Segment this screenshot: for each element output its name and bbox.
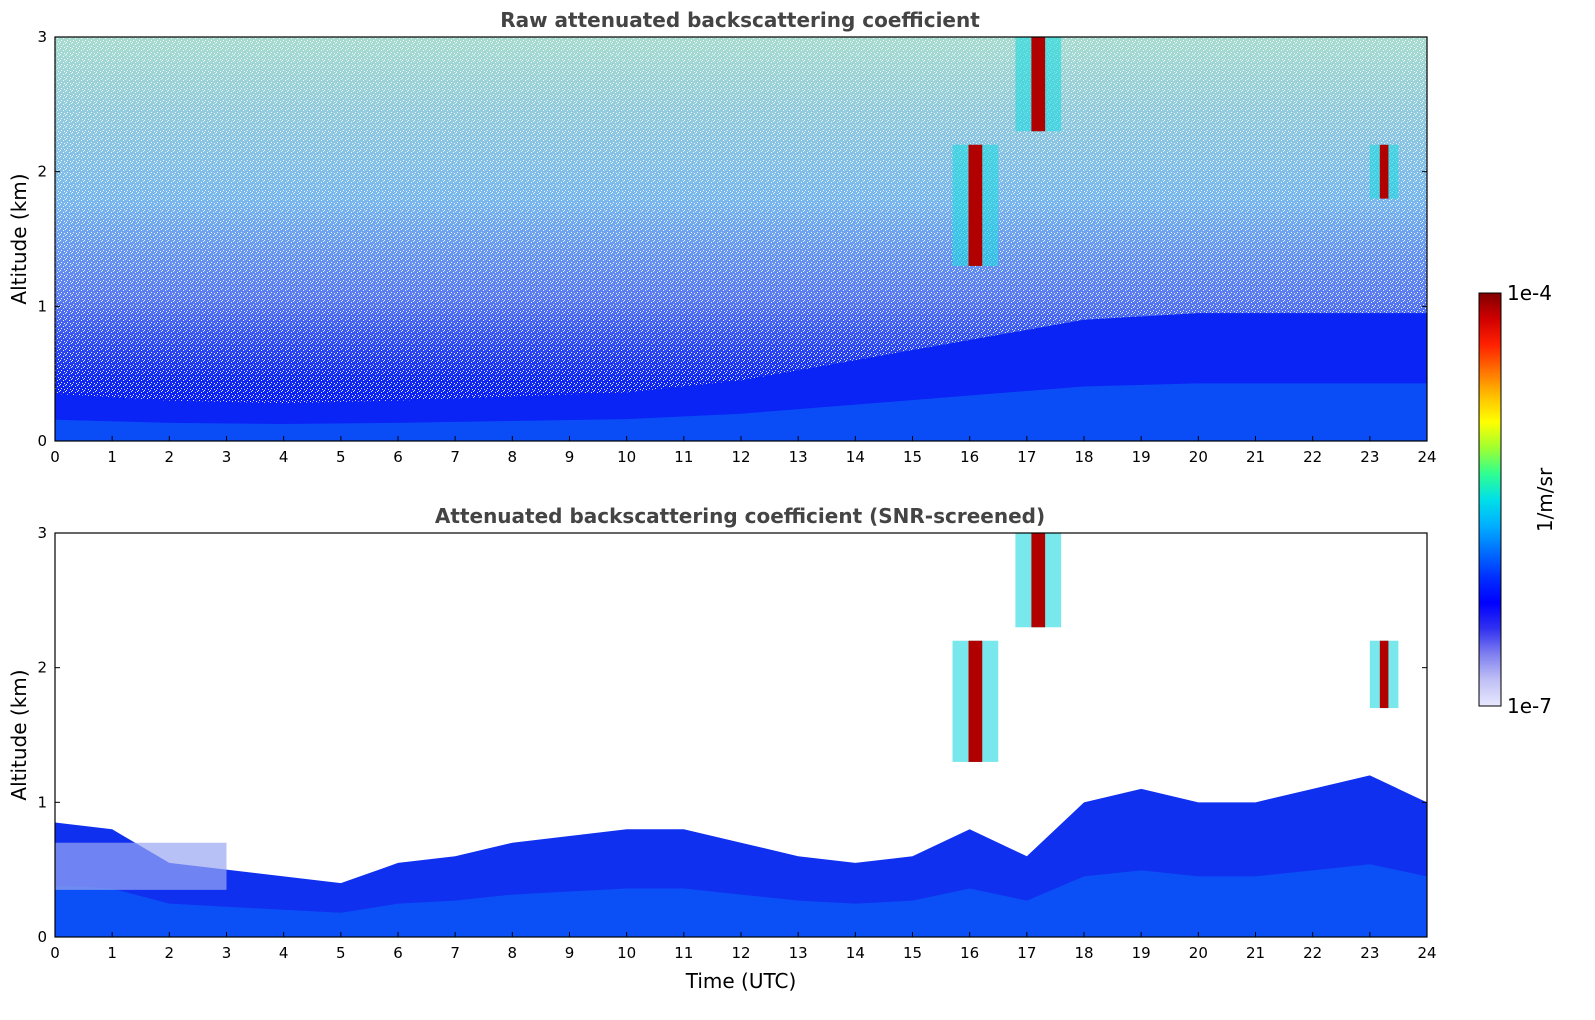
x-tick-label: 11 <box>674 448 693 466</box>
heatmap-screened <box>55 533 1427 937</box>
x-tick-label: 10 <box>617 944 636 962</box>
colorbar: 1e-4 1e-7 1/m/sr <box>1478 281 1557 718</box>
x-tick-label: 9 <box>565 944 575 962</box>
x-tick-label: 2 <box>165 944 175 962</box>
x-tick-label: 12 <box>731 448 750 466</box>
x-tick-label: 8 <box>508 448 518 466</box>
x-tick-label: 22 <box>1303 448 1322 466</box>
x-tick-label: 19 <box>1132 448 1151 466</box>
x-tick-label: 3 <box>222 448 232 466</box>
x-tick-label: 4 <box>279 944 289 962</box>
x-tick-label: 5 <box>336 944 346 962</box>
colorbar-min-label: 1e-7 <box>1507 694 1552 718</box>
x-tick-label: 20 <box>1189 448 1208 466</box>
x-tick-label: 18 <box>1074 448 1093 466</box>
x-tick-label: 13 <box>789 944 808 962</box>
panel-raw: Raw attenuated backscattering coefficien… <box>7 8 1437 466</box>
y-tick-label: 2 <box>37 163 47 181</box>
y-tick-label: 0 <box>37 432 47 450</box>
colorbar-unit-label: 1/m/sr <box>1533 467 1557 532</box>
x-tick-label: 20 <box>1189 944 1208 962</box>
x-tick-label: 12 <box>731 944 750 962</box>
y-tick-label: 3 <box>37 28 47 46</box>
cloud-core-2 <box>1379 640 1389 709</box>
near-surface-layer <box>55 864 1427 937</box>
y-tick-label: 3 <box>37 524 47 542</box>
x-tick-label: 0 <box>50 944 60 962</box>
heatmap-raw <box>55 37 1427 441</box>
cloud-core-2 <box>1379 144 1389 199</box>
x-tick-label: 17 <box>1017 944 1036 962</box>
x-tick-label: 22 <box>1303 944 1322 962</box>
y-axis-label-screened: Altitude (km) <box>7 669 31 800</box>
x-tick-label: 1 <box>107 448 117 466</box>
x-tick-label: 2 <box>165 448 175 466</box>
x-tick-label: 17 <box>1017 448 1036 466</box>
y-tick-label: 2 <box>37 659 47 677</box>
cloud-core-1 <box>1031 533 1046 628</box>
near-surface-layer <box>55 383 1427 441</box>
x-tick-label: 16 <box>960 448 979 466</box>
x-tick-label: 10 <box>617 448 636 466</box>
cloud-core-0 <box>968 640 983 762</box>
x-tick-label: 21 <box>1246 448 1265 466</box>
y-tick-label: 1 <box>37 793 47 811</box>
x-tick-label: 15 <box>903 944 922 962</box>
x-tick-label: 1 <box>107 944 117 962</box>
x-tick-label: 6 <box>393 448 403 466</box>
panel-title-raw: Raw attenuated backscattering coefficien… <box>500 8 980 32</box>
x-axis-label: Time (UTC) <box>685 969 797 993</box>
x-tick-label: 24 <box>1417 448 1436 466</box>
x-ticks-raw: 0 1 2 3 4 5 6 7 8 9 10 11 12 13 14 15 16 17 18 19 20 21 22 23 24 <box>50 436 1437 466</box>
x-tick-label: 9 <box>565 448 575 466</box>
x-tick-label: 3 <box>222 944 232 962</box>
colorbar-gradient <box>1478 292 1502 707</box>
colorbar-max-label: 1e-4 <box>1507 281 1552 305</box>
x-ticks-screened: 0 1 2 3 4 5 6 7 8 9 10 11 12 13 14 15 16 17 18 19 20 21 22 23 24 <box>50 932 1437 962</box>
x-tick-label: 23 <box>1360 448 1379 466</box>
x-tick-label: 4 <box>279 448 289 466</box>
x-tick-label: 13 <box>789 448 808 466</box>
x-tick-label: 7 <box>450 448 460 466</box>
y-tick-label: 1 <box>37 297 47 315</box>
cloud-core-0 <box>968 144 983 266</box>
x-tick-label: 6 <box>393 944 403 962</box>
x-tick-label: 14 <box>846 448 865 466</box>
panel-title-screened: Attenuated backscattering coefficient (S… <box>435 504 1045 528</box>
x-tick-label: 21 <box>1246 944 1265 962</box>
residual-layer <box>55 842 227 890</box>
x-tick-label: 18 <box>1074 944 1093 962</box>
x-tick-label: 7 <box>450 944 460 962</box>
x-tick-label: 11 <box>674 944 693 962</box>
x-tick-label: 15 <box>903 448 922 466</box>
x-tick-label: 8 <box>508 944 518 962</box>
y-axis-label-raw: Altitude (km) <box>7 173 31 304</box>
y-ticks-screened: 0 1 2 3 <box>37 524 1427 946</box>
panel-screened: Attenuated backscattering coefficient (S… <box>7 504 1437 993</box>
y-tick-label: 0 <box>37 928 47 946</box>
x-tick-label: 14 <box>846 944 865 962</box>
x-tick-label: 19 <box>1132 944 1151 962</box>
y-ticks-raw: 0 1 2 3 <box>37 28 1427 450</box>
x-tick-label: 5 <box>336 448 346 466</box>
x-tick-label: 23 <box>1360 944 1379 962</box>
x-tick-label: 16 <box>960 944 979 962</box>
x-tick-label: 0 <box>50 448 60 466</box>
x-tick-label: 24 <box>1417 944 1436 962</box>
cloud-core-1 <box>1031 37 1046 132</box>
